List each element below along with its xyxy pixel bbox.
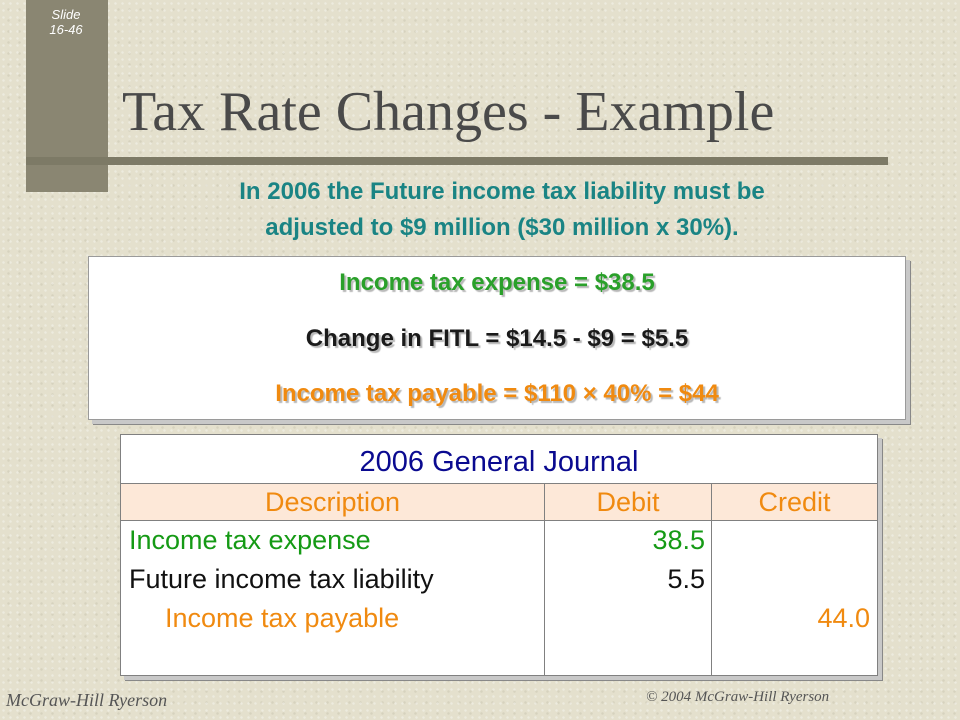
subtitle-line-1: In 2006 the Future income tax liability … xyxy=(239,178,765,205)
formula-income-tax-expense: Income tax expense = $38.5 xyxy=(339,269,655,296)
column-divider xyxy=(711,483,712,675)
formula-change-in-fitl: Change in FITL = $14.5 - $9 = $5.5 xyxy=(305,325,689,352)
row-debit: 38.5 xyxy=(652,525,705,555)
row-description: Income tax expense xyxy=(129,525,371,555)
formula-income-tax-payable: Income tax payable = $110 × 40% = $44 xyxy=(275,380,719,407)
footer-copyright: © 2004 McGraw-Hill Ryerson xyxy=(646,689,830,705)
slide-number-value: 16-46 xyxy=(49,22,83,37)
row-description: Income tax payable xyxy=(165,603,400,633)
general-journal-table: 2006 General Journal Description Debit C… xyxy=(120,434,878,676)
formula-box: Income tax expense = $38.5 Change in FIT… xyxy=(88,256,906,420)
subtitle-line-2: adjusted to $9 million ($30 million x 30… xyxy=(265,214,739,241)
slide-title: Tax Rate Changes - Example xyxy=(122,81,775,143)
header-credit: Credit xyxy=(758,487,831,517)
row-credit: 44.0 xyxy=(817,603,870,633)
row-description: Future income tax liability xyxy=(129,564,434,594)
journal-title: 2006 General Journal xyxy=(359,446,639,478)
header-description: Description xyxy=(264,487,401,517)
journal-header-row: Description Debit Credit xyxy=(121,483,877,521)
slide-number: Slide 16-46 xyxy=(36,7,96,37)
row-debit: 5.5 xyxy=(667,564,705,594)
column-divider xyxy=(544,483,545,675)
footer-publisher: McGraw-Hill Ryerson xyxy=(6,690,168,710)
slide-number-label: Slide xyxy=(51,7,81,22)
title-rule xyxy=(26,157,888,165)
slide-subtitle: In 2006 the Future income tax liability … xyxy=(112,174,892,246)
header-debit: Debit xyxy=(596,487,660,517)
